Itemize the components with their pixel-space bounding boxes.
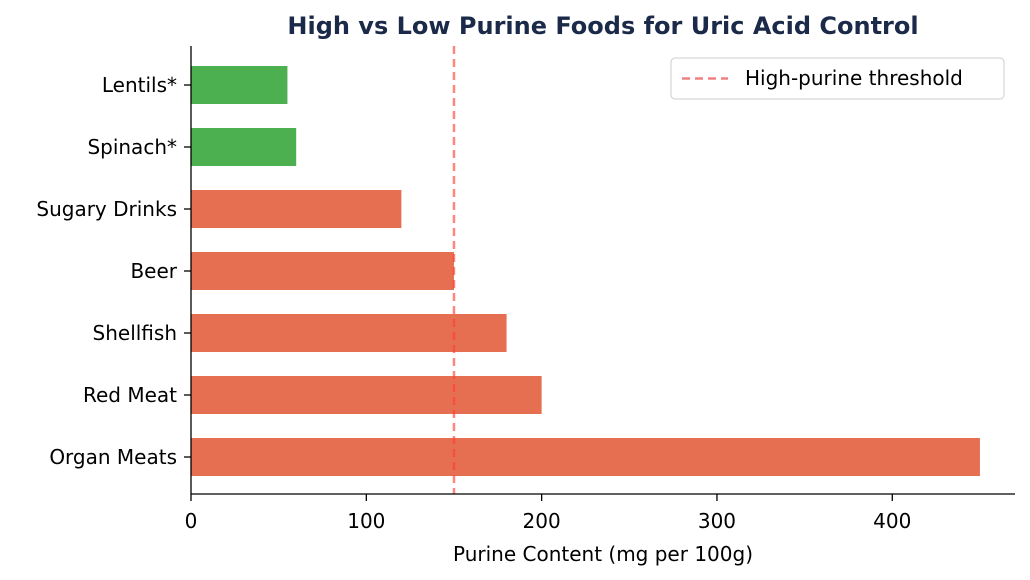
x-ticks-group: 0 100 200 300 400 — [185, 494, 911, 533]
y-tick-label: Organ Meats — [49, 445, 177, 469]
y-tick-label: Shellfish — [93, 321, 177, 345]
bar-sugary-drinks — [191, 190, 402, 228]
x-axis-label: Purine Content (mg per 100g) — [453, 542, 753, 566]
y-tick-label: Lentils* — [102, 73, 177, 97]
y-tick-label: Sugary Drinks — [36, 197, 177, 221]
bar-organ-meats — [191, 438, 980, 476]
bar-shellfish — [191, 314, 507, 352]
y-tick-label: Beer — [130, 259, 177, 283]
y-tick-label: Red Meat — [83, 383, 177, 407]
x-tick-label: 0 — [185, 509, 198, 533]
legend-box — [670, 57, 1005, 100]
bars-group — [191, 66, 980, 476]
x-tick-label: 200 — [523, 509, 561, 533]
bar-beer — [191, 252, 454, 290]
bar-lentils — [191, 66, 288, 104]
bar-red-meat — [191, 376, 542, 414]
legend: High-purine threshold — [670, 57, 1005, 100]
chart-title: High vs Low Purine Foods for Uric Acid C… — [287, 12, 918, 40]
x-tick-label: 400 — [873, 509, 911, 533]
x-tick-label: 100 — [347, 509, 385, 533]
x-tick-label: 300 — [698, 509, 736, 533]
legend-threshold-label: High-purine threshold — [745, 66, 963, 90]
bar-spinach — [191, 128, 297, 166]
y-ticks-group: Lentils* Spinach* Sugary Drinks Beer Shellfi… — [36, 73, 191, 469]
y-tick-label: Spinach* — [87, 135, 177, 159]
